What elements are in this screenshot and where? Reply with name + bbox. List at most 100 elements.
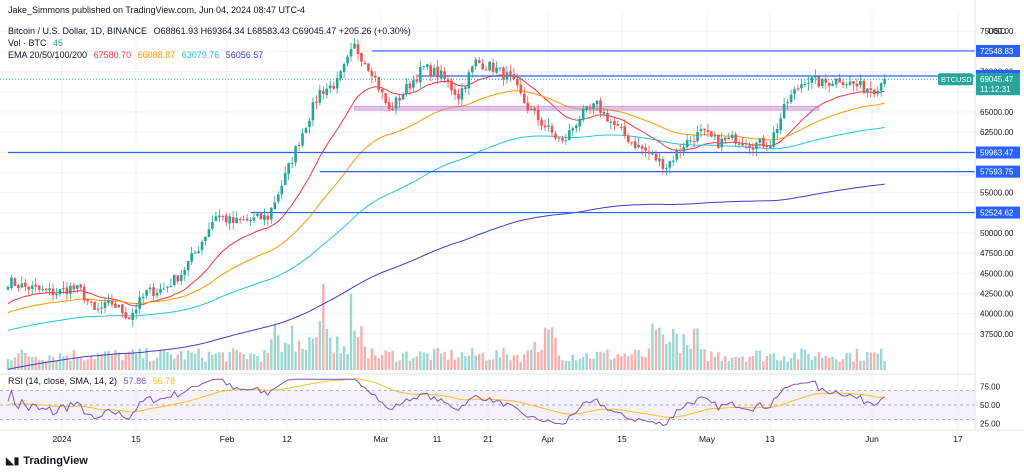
volume-bar bbox=[346, 353, 349, 370]
volume-bar bbox=[536, 352, 540, 370]
volume-bar bbox=[800, 348, 803, 370]
volume-bar bbox=[672, 328, 675, 370]
volume-bar bbox=[117, 352, 121, 370]
volume-bar bbox=[79, 357, 82, 370]
volume-bar bbox=[89, 355, 93, 370]
volume-bar bbox=[613, 358, 616, 370]
candle-body bbox=[502, 67, 505, 80]
candle-body bbox=[800, 84, 803, 89]
volume-bar bbox=[838, 361, 841, 370]
candle-body bbox=[304, 127, 308, 133]
candle-body bbox=[675, 150, 679, 160]
volume-legend: Vol · BTC 45 bbox=[8, 38, 67, 48]
time-tick-label: 17 bbox=[953, 434, 963, 444]
volume-bar bbox=[661, 334, 665, 370]
candle-body bbox=[270, 207, 273, 220]
price-tick-label: 50000.00 bbox=[980, 229, 1014, 238]
candle-body bbox=[394, 97, 398, 109]
volume-bar bbox=[339, 353, 342, 370]
volume-bar bbox=[297, 340, 301, 370]
candle-body bbox=[866, 88, 869, 93]
candle-body bbox=[533, 108, 536, 111]
volume-bar bbox=[335, 336, 339, 370]
candle-body bbox=[114, 303, 117, 308]
volume-bar bbox=[623, 353, 626, 370]
volume-bar bbox=[162, 349, 166, 370]
volume-bar bbox=[401, 353, 405, 370]
candle-body bbox=[838, 78, 841, 83]
candle-body bbox=[834, 78, 838, 85]
candle-body bbox=[782, 104, 786, 119]
volume-bar bbox=[10, 360, 13, 370]
candle-body bbox=[817, 76, 821, 87]
candle-body bbox=[242, 219, 245, 221]
candle-body bbox=[765, 145, 769, 148]
volume-bar bbox=[304, 349, 308, 370]
volume-bar bbox=[176, 354, 179, 370]
candle-body bbox=[155, 292, 159, 296]
candle-body bbox=[214, 216, 218, 221]
volume-bar bbox=[242, 354, 245, 370]
volume-bar bbox=[769, 353, 772, 370]
volume-bar bbox=[609, 359, 613, 370]
candle-body bbox=[762, 137, 765, 147]
candle-body bbox=[380, 89, 384, 93]
candle-body bbox=[24, 282, 27, 287]
candle-body bbox=[89, 301, 93, 303]
candle-body bbox=[17, 284, 20, 289]
candle-body bbox=[609, 121, 613, 123]
price-tick-label: 65000.00 bbox=[980, 108, 1014, 117]
candle-body bbox=[481, 63, 485, 70]
candle-body bbox=[814, 76, 817, 78]
candle-body bbox=[647, 151, 651, 154]
ema-20-line bbox=[7, 74, 885, 307]
candle-body bbox=[190, 253, 193, 262]
volume-bar bbox=[301, 348, 304, 370]
candle-body bbox=[96, 308, 100, 310]
candle-body bbox=[301, 133, 304, 146]
volume-bar bbox=[755, 350, 758, 370]
volume-bar bbox=[422, 352, 425, 370]
volume-bar bbox=[277, 335, 280, 370]
candle-body bbox=[228, 216, 232, 224]
volume-bar bbox=[786, 361, 789, 370]
candle-body bbox=[599, 100, 602, 113]
ema-legend: EMA 20/50/100/200 67580.70 66088.87 6307… bbox=[8, 50, 267, 60]
volume-bar bbox=[665, 344, 668, 370]
symbol-tag-box bbox=[938, 73, 973, 86]
candle-body bbox=[512, 74, 516, 80]
volume-bar bbox=[311, 338, 315, 370]
candle-body bbox=[6, 287, 10, 290]
candle-body bbox=[252, 217, 256, 221]
volume-bar bbox=[17, 353, 20, 370]
volume-bar bbox=[245, 358, 249, 370]
candle-body bbox=[169, 285, 173, 287]
volume-bar bbox=[218, 352, 221, 370]
volume-bar bbox=[491, 359, 495, 370]
candle-body bbox=[640, 145, 644, 149]
candle-body bbox=[72, 285, 76, 290]
volume-bar bbox=[855, 348, 859, 370]
time-tick-label: Feb bbox=[220, 434, 235, 444]
ema-200-line bbox=[7, 183, 885, 370]
candle-body bbox=[13, 278, 17, 287]
candle-body bbox=[464, 87, 467, 89]
candle-body bbox=[131, 312, 135, 320]
volume-bar bbox=[408, 360, 412, 370]
candle-body bbox=[751, 147, 755, 150]
volume-bar bbox=[329, 337, 332, 370]
volume-bar bbox=[474, 355, 477, 370]
candle-body bbox=[259, 213, 263, 220]
candle-body bbox=[318, 90, 322, 103]
candle-body bbox=[457, 93, 460, 100]
candle-body bbox=[755, 142, 758, 149]
volume-bar bbox=[41, 359, 44, 370]
volume-bar bbox=[789, 358, 793, 370]
volume-bar bbox=[602, 352, 606, 370]
candle-body bbox=[328, 85, 332, 89]
candle-body bbox=[280, 185, 284, 195]
volume-bar bbox=[439, 353, 443, 370]
candle-body bbox=[360, 52, 363, 62]
candle-body bbox=[824, 78, 828, 83]
